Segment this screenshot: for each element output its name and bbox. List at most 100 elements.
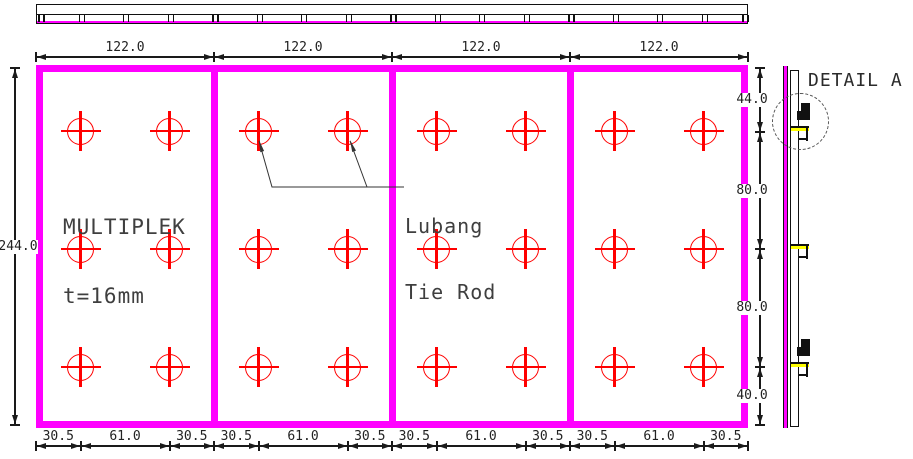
hole-crosshair-v <box>702 229 705 269</box>
hole-crosshair-v <box>257 111 260 151</box>
hole-crosshair-v <box>168 229 171 269</box>
dimension-line <box>703 445 748 447</box>
stud-mark <box>128 15 129 22</box>
dimension-line <box>525 445 570 447</box>
dimension-arrow-right <box>426 443 436 449</box>
callout-line2: Tie Rod <box>405 280 497 304</box>
tie-seat-accent <box>791 364 809 367</box>
dimension-arrow-down <box>757 415 763 424</box>
stud-mark <box>390 15 392 22</box>
stud-mark <box>479 15 480 22</box>
hole-crosshair-v <box>613 347 616 387</box>
tie-rod-hole <box>60 347 101 387</box>
dimension-line <box>392 445 437 447</box>
tie-rod-hole <box>238 229 279 269</box>
dimension-arrow-down <box>757 239 763 248</box>
dimension-tick <box>257 441 260 451</box>
stud-mark <box>123 15 124 22</box>
dimension-arrow-left <box>170 443 180 449</box>
hole-crosshair-v <box>346 347 349 387</box>
hole-crosshair-v <box>613 111 616 151</box>
dimension-tick <box>569 441 571 451</box>
stud-mark <box>528 15 530 22</box>
stud-mark <box>83 15 85 22</box>
dimension-arrow-left <box>37 54 46 60</box>
tie-seat-top-line <box>791 362 809 364</box>
stud-mark <box>350 15 352 22</box>
dimension-arrow-right <box>204 443 213 449</box>
dimension-arrow-right <box>70 443 80 449</box>
tie-clip-hline <box>798 374 808 376</box>
stud-mark <box>439 15 441 22</box>
tie-rod-hole <box>505 229 546 269</box>
hole-crosshair-v <box>524 347 527 387</box>
dimension-arrow-right <box>382 443 391 449</box>
hole-crosshair-v <box>702 111 705 151</box>
dimension-label: 40.0 <box>732 389 772 403</box>
stud-mark <box>612 15 614 22</box>
hole-crosshair-v <box>168 347 171 387</box>
tie-rod-hole <box>238 347 279 387</box>
tie-rod-hole <box>327 229 368 269</box>
dimension-arrow-left <box>526 443 536 449</box>
stud-mark <box>568 15 570 22</box>
dimension-arrow-down <box>757 122 763 131</box>
tie-rod-hole <box>60 111 101 151</box>
dimension-label: 30.5 <box>220 429 252 444</box>
dimension-arrow-left <box>393 54 402 60</box>
stud-mark <box>345 15 347 22</box>
dimension-tick <box>569 52 571 62</box>
dimension-tick <box>755 424 765 426</box>
dimension-arrow-right <box>693 443 703 449</box>
hole-crosshair-v <box>524 111 527 151</box>
hole-crosshair-v <box>79 347 82 387</box>
dimension-arrow-right <box>604 443 614 449</box>
dimension-arrow-left <box>571 54 580 60</box>
dimension-line <box>169 445 214 447</box>
dimension-label: 80.0 <box>732 183 772 198</box>
dimension-tick <box>702 441 705 451</box>
dimension-label: 30.5 <box>532 429 564 444</box>
tie-clip-vline <box>806 244 808 259</box>
hole-crosshair-v <box>613 229 616 269</box>
dimension-tick <box>391 52 393 62</box>
dimension-arrow-right <box>560 443 569 449</box>
dimension-arrow-left <box>704 443 714 449</box>
dimension-arrow-right <box>738 54 747 60</box>
tie-clip-vline <box>806 362 808 377</box>
tie-rod-hole <box>416 347 457 387</box>
hole-crosshair-v <box>257 347 260 387</box>
dimension-arrow-left <box>37 443 46 449</box>
detail-a-label: DETAIL A <box>808 70 903 91</box>
stud-mark <box>256 15 258 22</box>
dimension-label: 30.5 <box>354 429 386 444</box>
hole-crosshair-v <box>257 229 260 269</box>
tie-rod-hole <box>683 229 724 269</box>
dimension-label: 61.0 <box>109 429 141 444</box>
stud-mark <box>706 15 708 22</box>
dimension-line <box>214 56 392 58</box>
dimension-arrow-right <box>560 54 569 60</box>
dimension-label: 244.0 <box>0 238 38 254</box>
hole-crosshair-v <box>346 111 349 151</box>
stud-mark <box>301 15 302 22</box>
dimension-arrow-left <box>348 443 358 449</box>
stud-mark <box>167 15 169 22</box>
tie-rod-hole <box>683 347 724 387</box>
hole-crosshair-v <box>524 229 527 269</box>
dimension-arrow-left <box>571 443 580 449</box>
plan-view <box>36 4 749 24</box>
dimension-line <box>347 445 392 447</box>
dimension-line <box>36 56 214 58</box>
dimension-arrow-left <box>615 443 625 449</box>
stud-mark <box>657 15 658 22</box>
dimension-arrow-left <box>215 443 224 449</box>
stud-mark <box>43 15 45 22</box>
hole-crosshair-v <box>168 111 171 151</box>
dimension-tick <box>35 441 37 451</box>
dimension-arrow-down <box>12 415 18 424</box>
tie-wedge-upper <box>801 339 810 348</box>
tie-wedge-lower <box>797 347 810 356</box>
dimension-label: 30.5 <box>710 429 742 444</box>
material-label: MULTIPLEK t=16mm <box>63 170 186 354</box>
